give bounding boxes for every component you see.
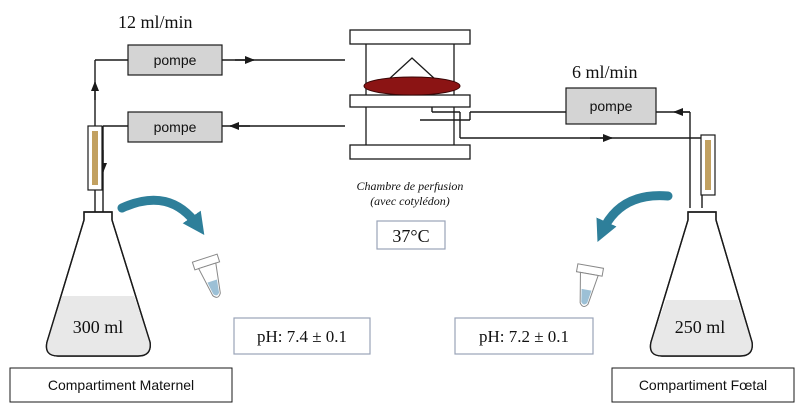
ph-box-maternal: pH: 7.4 ± 0.1	[233, 317, 371, 355]
pump-label: pompe	[154, 52, 197, 68]
flow-rate-fetal: 6 ml/min	[572, 62, 638, 82]
sample-tube-fetal-icon	[575, 263, 605, 307]
compartment-label-maternal: Compartiment Maternel	[9, 367, 233, 403]
maternal-flask: 300 ml	[45, 198, 151, 357]
ph-value-maternal: pH: 7.4 ± 0.1	[257, 327, 347, 346]
pump-label: pompe	[590, 98, 633, 114]
compartment-label-fetal: Compartiment Fœtal	[611, 367, 795, 403]
ph-box-fetal: pH: 7.2 ± 0.1	[454, 317, 594, 355]
sampling-arrow-maternal	[117, 195, 205, 236]
sampling-arrow-fetal	[596, 191, 673, 243]
ph-value-fetal: pH: 7.2 ± 0.1	[479, 327, 569, 346]
temperature-box: 37°C	[376, 220, 446, 250]
maternal-volume: 300 ml	[73, 317, 124, 337]
compartment-text-maternal: Compartiment Maternel	[48, 377, 194, 393]
pump-maternal-bottom: pompe	[127, 111, 223, 143]
temperature-value: 37°C	[392, 226, 429, 246]
cotyledon	[363, 76, 461, 96]
pump-fetal: pompe	[565, 87, 657, 125]
fetal-filter	[700, 134, 716, 196]
compartment-text-fetal: Compartiment Fœtal	[639, 377, 767, 393]
pump-maternal-top: pompe	[127, 44, 223, 76]
pump-label: pompe	[154, 119, 197, 135]
chamber-caption: Chambre de perfusion	[357, 179, 464, 193]
fetal-flask: 250 ml	[649, 211, 753, 357]
sample-tube-maternal-icon	[191, 253, 221, 298]
flow-rate-maternal: 12 ml/min	[118, 12, 193, 32]
fetal-volume: 250 ml	[675, 317, 726, 337]
chamber-caption-sub: (avec cotylédon)	[370, 194, 450, 208]
maternal-filter	[87, 125, 103, 191]
